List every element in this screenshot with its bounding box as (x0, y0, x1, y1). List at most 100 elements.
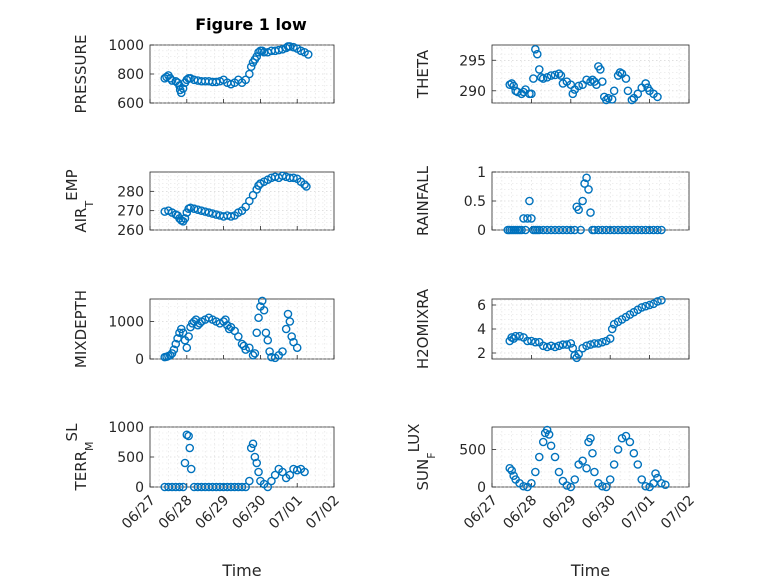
data-point (519, 87, 528, 97)
data-point (274, 45, 284, 55)
data-point (609, 460, 619, 469)
data-point (270, 470, 280, 480)
y-tick-label: 270 (117, 204, 144, 220)
data-point (237, 482, 247, 492)
data-point (596, 65, 605, 74)
data-point (507, 466, 517, 475)
y-axis-label: AIRTEMP (63, 169, 96, 232)
data-point (554, 341, 564, 351)
data-point (184, 431, 193, 441)
data-point (182, 343, 192, 353)
data-point (221, 315, 230, 324)
data-point (245, 343, 254, 353)
data-point (252, 328, 262, 338)
data-point (263, 482, 273, 492)
data-point (570, 351, 580, 360)
data-point (180, 214, 190, 223)
y-tick-label: 0 (135, 352, 144, 368)
data-point (531, 337, 540, 347)
data-point (546, 441, 556, 451)
y-axis-label: TERRMSL (63, 423, 96, 492)
y-tick-label: 0 (477, 223, 486, 239)
data-point (653, 297, 662, 306)
data-point (507, 79, 517, 88)
subplot-3: 260 270 280 AIRTEMP (63, 169, 335, 239)
data-point (302, 182, 311, 191)
data-point (588, 448, 597, 458)
y-tick-label: 500 (117, 450, 144, 466)
data-point (542, 425, 552, 435)
data-point (171, 339, 181, 349)
data-point (185, 443, 195, 453)
data-point (558, 340, 568, 349)
data-point (550, 342, 560, 352)
data-point (175, 482, 184, 492)
data-point (246, 62, 256, 72)
data-point (570, 225, 580, 235)
data-point (566, 225, 576, 235)
data-point (621, 74, 631, 83)
data-point (598, 337, 607, 347)
data-point (574, 81, 583, 91)
data-point (180, 458, 190, 468)
data-point (582, 463, 591, 473)
data-point (292, 343, 302, 353)
data-point (245, 476, 254, 486)
data-point (633, 89, 643, 99)
data-point (651, 469, 660, 478)
data-point (629, 448, 639, 458)
data-point (254, 467, 263, 477)
data-point (661, 480, 670, 490)
data-point (224, 324, 234, 334)
data-point (653, 225, 662, 235)
data-point (509, 81, 518, 91)
data-point (633, 460, 643, 469)
y-axis-label: PRESSURE (72, 35, 90, 114)
y-tick-label: 1000 (108, 420, 144, 436)
y-tick-label: 600 (117, 96, 144, 112)
data-point (525, 196, 534, 206)
data-point (523, 214, 532, 223)
data-point (252, 458, 262, 468)
data-point (603, 93, 613, 103)
data-point (176, 88, 186, 98)
data-point (534, 65, 544, 74)
data-point (523, 336, 532, 346)
data-point (653, 92, 662, 102)
data-point (167, 76, 177, 85)
data-point (259, 305, 269, 315)
data-point (538, 437, 548, 447)
data-point (531, 467, 540, 477)
data-point (590, 467, 599, 477)
data-point (607, 324, 617, 334)
subplot-6: 2 4 6 H2OMIXRA (414, 288, 690, 369)
data-point (582, 75, 591, 85)
data-point (607, 95, 617, 104)
data-point (605, 334, 615, 343)
data-point (556, 71, 566, 80)
data-point (169, 345, 179, 354)
data-point (554, 467, 564, 477)
data-point (627, 95, 637, 105)
data-point (568, 89, 578, 99)
data-point (263, 335, 273, 345)
data-point (250, 349, 260, 358)
data-point (582, 173, 591, 183)
data-point (586, 208, 595, 217)
data-point (550, 70, 560, 80)
data-point (601, 482, 611, 492)
data-point (178, 482, 188, 492)
data-point (641, 301, 650, 311)
y-tick-label: 800 (117, 67, 144, 83)
data-point (265, 347, 274, 356)
data-point (558, 79, 568, 88)
data-point (570, 475, 580, 484)
data-point (250, 452, 260, 462)
data-point (254, 181, 263, 190)
y-axis-label: SUNFLUX (405, 424, 438, 491)
data-point (637, 303, 647, 312)
subplot-4: 0 0.5 1 RAINFALL (414, 165, 690, 239)
y-axis-label: MIXDEPTH (72, 290, 90, 368)
data-point (531, 44, 540, 54)
y-tick-label: 0 (477, 480, 486, 496)
